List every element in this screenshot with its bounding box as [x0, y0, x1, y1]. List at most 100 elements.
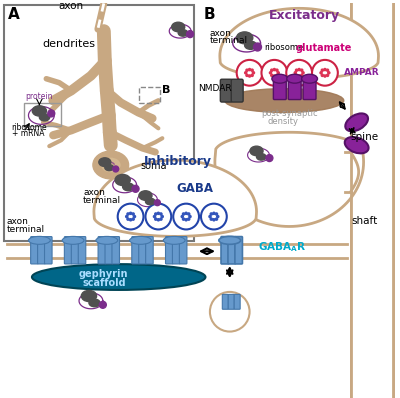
Circle shape — [320, 74, 324, 77]
Ellipse shape — [250, 146, 263, 156]
Text: B: B — [204, 7, 216, 22]
Ellipse shape — [105, 165, 114, 171]
Ellipse shape — [93, 151, 129, 179]
FancyBboxPatch shape — [78, 236, 86, 264]
Circle shape — [187, 212, 190, 216]
Circle shape — [154, 200, 160, 206]
Ellipse shape — [39, 114, 50, 121]
Text: gephyrin: gephyrin — [79, 269, 128, 279]
Text: spine: spine — [350, 132, 379, 142]
FancyBboxPatch shape — [166, 236, 173, 264]
Text: ribosome: ribosome — [264, 43, 304, 51]
FancyBboxPatch shape — [221, 236, 228, 264]
FancyBboxPatch shape — [288, 80, 301, 100]
FancyBboxPatch shape — [231, 79, 243, 102]
FancyBboxPatch shape — [112, 236, 120, 264]
Text: protein: protein — [26, 92, 53, 101]
Ellipse shape — [163, 236, 185, 244]
Circle shape — [184, 218, 188, 222]
FancyBboxPatch shape — [172, 236, 180, 264]
Ellipse shape — [236, 32, 253, 44]
Circle shape — [326, 74, 329, 77]
Ellipse shape — [115, 174, 130, 185]
Circle shape — [184, 212, 188, 215]
Circle shape — [327, 71, 330, 74]
FancyBboxPatch shape — [179, 236, 187, 264]
Circle shape — [270, 74, 274, 77]
Ellipse shape — [81, 291, 96, 302]
Text: A: A — [8, 7, 19, 22]
Circle shape — [201, 204, 227, 229]
Circle shape — [320, 68, 324, 72]
FancyBboxPatch shape — [98, 236, 106, 264]
Circle shape — [237, 60, 262, 86]
Circle shape — [319, 71, 323, 74]
Circle shape — [182, 217, 185, 221]
Circle shape — [252, 71, 255, 74]
Circle shape — [188, 215, 192, 219]
Circle shape — [212, 218, 216, 222]
Circle shape — [262, 60, 287, 86]
Ellipse shape — [32, 264, 206, 290]
Circle shape — [254, 43, 262, 51]
Circle shape — [286, 60, 312, 86]
Circle shape — [131, 212, 135, 216]
Text: glutamate: glutamate — [295, 43, 352, 53]
Circle shape — [159, 212, 163, 216]
Circle shape — [129, 212, 132, 215]
Circle shape — [275, 68, 279, 72]
Circle shape — [131, 217, 135, 221]
Bar — [24, 103, 61, 126]
Circle shape — [212, 212, 216, 215]
Polygon shape — [94, 160, 256, 236]
Circle shape — [215, 212, 218, 216]
FancyBboxPatch shape — [71, 236, 79, 264]
Circle shape — [156, 218, 160, 222]
Ellipse shape — [100, 156, 122, 174]
Circle shape — [300, 74, 304, 77]
Ellipse shape — [178, 30, 188, 36]
Circle shape — [248, 74, 251, 78]
Circle shape — [275, 74, 279, 77]
Ellipse shape — [256, 154, 266, 160]
Circle shape — [294, 71, 297, 74]
Circle shape — [266, 154, 273, 162]
Ellipse shape — [28, 236, 50, 244]
Circle shape — [326, 68, 329, 72]
Circle shape — [146, 204, 171, 229]
Circle shape — [297, 74, 301, 78]
Text: + mRNA: + mRNA — [12, 129, 44, 138]
Circle shape — [187, 217, 190, 221]
Ellipse shape — [302, 74, 318, 83]
Circle shape — [250, 74, 254, 77]
Circle shape — [297, 68, 301, 71]
Ellipse shape — [219, 236, 241, 244]
Circle shape — [250, 68, 254, 72]
Ellipse shape — [130, 236, 152, 244]
Bar — [138, 87, 160, 103]
FancyBboxPatch shape — [273, 80, 286, 100]
FancyBboxPatch shape — [222, 295, 228, 309]
Ellipse shape — [62, 236, 84, 244]
Circle shape — [187, 31, 194, 37]
Circle shape — [323, 74, 327, 78]
FancyBboxPatch shape — [105, 236, 112, 264]
Ellipse shape — [287, 74, 303, 83]
Circle shape — [113, 166, 119, 172]
Circle shape — [173, 204, 199, 229]
Bar — [4, 5, 194, 241]
Text: Excitatory: Excitatory — [268, 9, 340, 22]
Circle shape — [244, 71, 248, 74]
Text: axon: axon — [7, 217, 28, 226]
Circle shape — [295, 68, 298, 72]
Circle shape — [323, 68, 327, 71]
Ellipse shape — [225, 89, 344, 113]
Text: scaffold: scaffold — [82, 278, 126, 288]
Circle shape — [210, 212, 213, 216]
Text: axon: axon — [210, 29, 232, 38]
FancyBboxPatch shape — [31, 236, 38, 264]
FancyBboxPatch shape — [146, 236, 153, 264]
Circle shape — [269, 71, 272, 74]
FancyBboxPatch shape — [228, 236, 236, 264]
FancyBboxPatch shape — [303, 80, 316, 100]
